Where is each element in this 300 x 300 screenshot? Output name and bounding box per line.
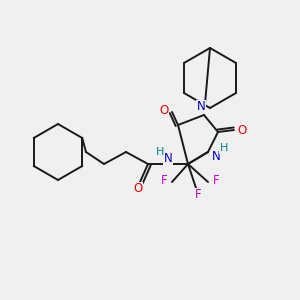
Text: N: N xyxy=(212,149,220,163)
Text: O: O xyxy=(134,182,142,196)
Text: O: O xyxy=(159,103,169,116)
Text: F: F xyxy=(161,173,167,187)
Text: F: F xyxy=(213,173,219,187)
Text: O: O xyxy=(237,124,247,136)
Text: H: H xyxy=(156,147,164,157)
Text: H: H xyxy=(220,143,228,153)
Text: N: N xyxy=(164,152,172,164)
Text: N: N xyxy=(196,100,206,113)
Text: F: F xyxy=(195,188,201,202)
